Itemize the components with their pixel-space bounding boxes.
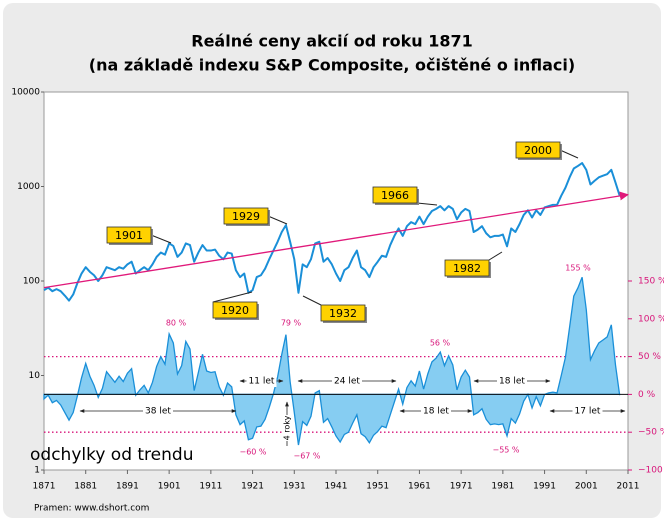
callout-box	[106, 226, 152, 244]
callout-pointer	[488, 251, 503, 261]
deviation-label: 80 %	[166, 319, 187, 328]
callout-label: 1982	[453, 262, 481, 275]
x-tick-label: 1881	[74, 482, 97, 492]
callout-box	[515, 141, 561, 159]
period-label-bg	[143, 405, 173, 417]
callout-pointer	[302, 295, 322, 306]
callout-label: 1920	[221, 304, 249, 317]
price-line	[43, 162, 621, 302]
x-tick-label: 1931	[283, 482, 306, 492]
callout-label: 1901	[115, 229, 143, 242]
y-tick-label: 100	[23, 277, 40, 287]
deviation-label: 155 %	[565, 264, 591, 273]
y2-tick-label: −50 %	[638, 428, 664, 438]
x-tick-label: 1871	[33, 482, 56, 492]
chart-subtitle: (na základě indexu S&P Composite, očiště…	[89, 56, 575, 75]
source: Pramen: www.dshort.com	[34, 504, 149, 514]
y-tick-label: 10	[29, 371, 41, 381]
y2-tick-label: 0 %	[638, 390, 656, 400]
x-tick-label: 1891	[116, 482, 139, 492]
period-label-bg	[572, 405, 603, 417]
period-label: 18 let	[423, 407, 449, 417]
deviation-label: −55 %	[492, 446, 519, 455]
callout-label: 2000	[524, 144, 552, 157]
y2-tick-label: 150 %	[638, 277, 664, 287]
period-label: 17 let	[575, 407, 601, 417]
x-tick-label: 1981	[491, 482, 514, 492]
callout-pointer	[267, 215, 288, 225]
x-tick-label: 2011	[617, 482, 640, 492]
y-tick-label: 10000	[11, 88, 40, 98]
period-label: 24 let	[334, 377, 360, 387]
x-tick-label: 1941	[325, 482, 348, 492]
period-label-bg	[421, 405, 451, 417]
y2-tick-label: −100 %	[638, 466, 664, 476]
callout-box	[320, 304, 366, 322]
x-tick-label: 1961	[408, 482, 431, 492]
y2-tick-label: 50 %	[638, 352, 661, 362]
duration-label: 4 roky	[283, 415, 292, 440]
callout-label: 1932	[329, 307, 357, 320]
callout-pointer	[416, 202, 438, 206]
chart-title: Reálné ceny akcií od roku 1871	[191, 32, 472, 51]
deviation-label: 79 %	[281, 319, 302, 328]
deviation-label: −60 %	[239, 448, 266, 457]
period-label: 18 let	[499, 377, 525, 387]
period-label-bg	[246, 375, 277, 387]
y-tick-label: 1000	[17, 182, 40, 192]
period-label-bg	[497, 375, 527, 387]
deviation-label: −67 %	[293, 452, 320, 461]
y2-tick-label: 100 %	[638, 314, 664, 324]
callout-pointer	[150, 234, 172, 244]
callout-box	[372, 186, 418, 204]
x-tick-label: 1991	[533, 482, 556, 492]
period-label: 38 let	[145, 407, 171, 417]
period-label: 11 let	[249, 377, 275, 387]
callout-box	[223, 207, 269, 225]
callout-box	[444, 259, 490, 277]
panel-label: odchylky od trendu	[30, 445, 193, 465]
callout-box	[212, 301, 258, 319]
period-label-bg	[332, 375, 362, 387]
x-tick-label: 1921	[241, 482, 264, 492]
callout-pointer	[212, 291, 253, 303]
y-tick-label: 1	[34, 466, 40, 476]
callout-label: 1966	[381, 189, 409, 202]
x-tick-label: 1971	[450, 482, 473, 492]
callout-label: 1929	[232, 210, 260, 223]
duration-label-bg	[282, 415, 292, 441]
trend-line	[43, 191, 629, 289]
deviation-area	[43, 276, 621, 446]
x-tick-label: 1911	[199, 482, 222, 492]
x-tick-label: 2001	[575, 482, 598, 492]
x-tick-label: 1901	[158, 482, 181, 492]
x-tick-label: 1951	[366, 482, 389, 492]
deviation-label: 56 %	[430, 339, 451, 348]
callout-pointer	[559, 149, 579, 159]
